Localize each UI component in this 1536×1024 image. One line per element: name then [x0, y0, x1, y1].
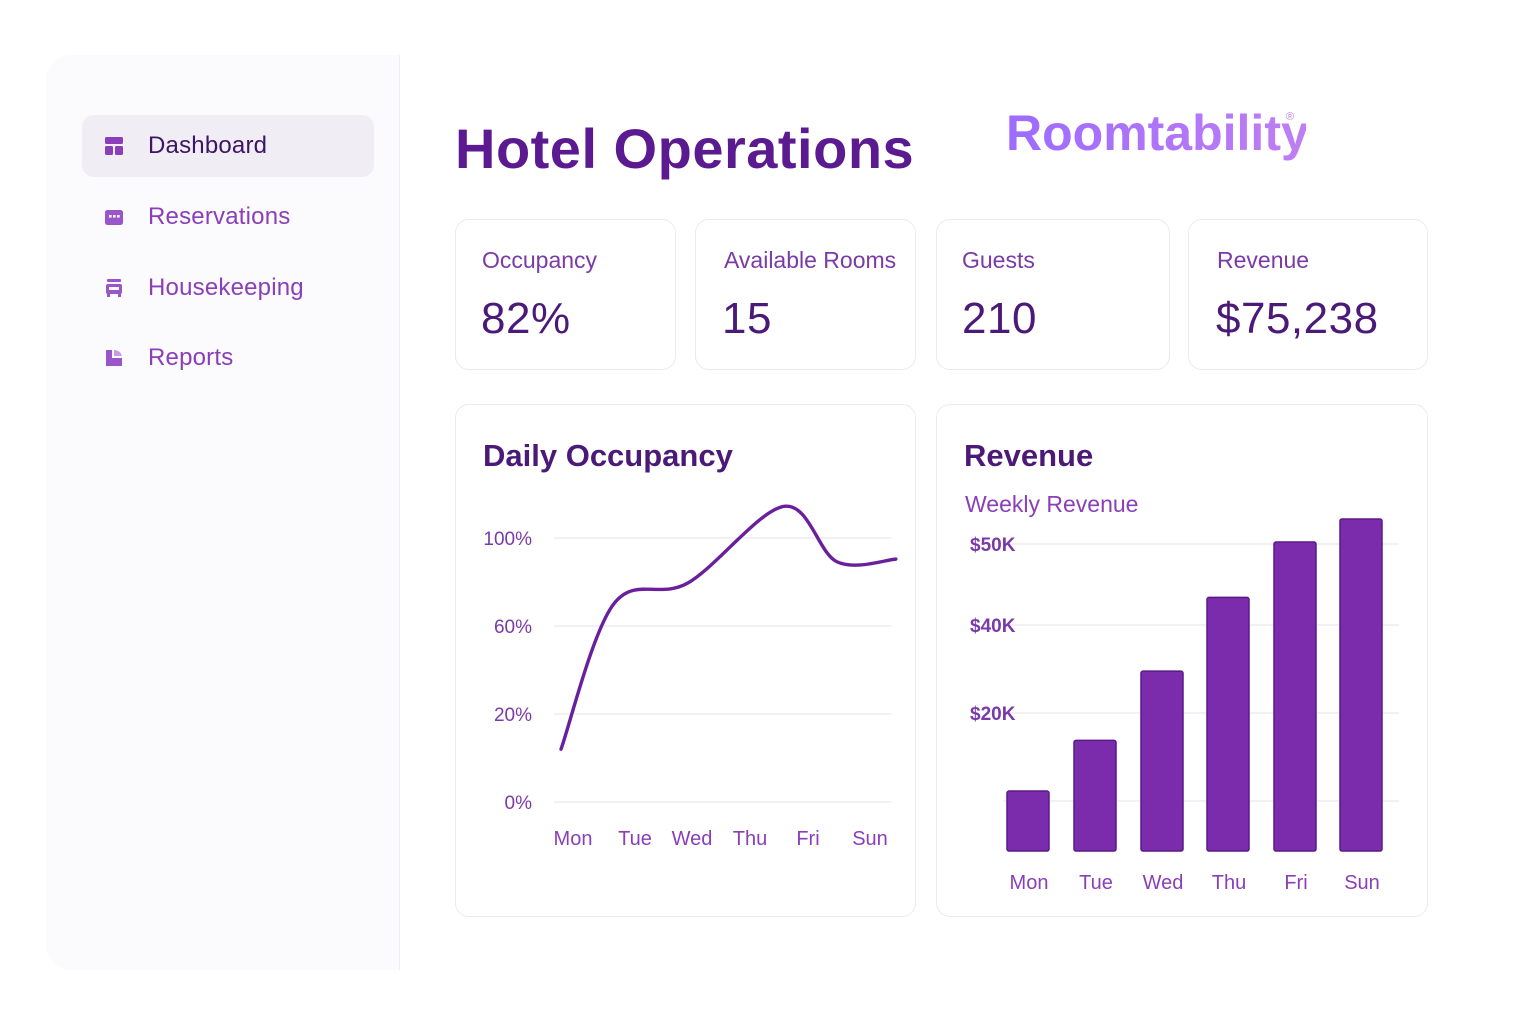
sidebar-item-reports[interactable]: Reports [82, 327, 374, 389]
x-tick-label: Wed [672, 828, 713, 850]
reports-icon [104, 348, 124, 368]
kpi-value: 82% [481, 294, 571, 343]
dashboard-icon [104, 136, 124, 156]
kpi-card-occupancy: Occupancy 82% [455, 219, 676, 370]
y-tick-label: 0% [505, 793, 533, 814]
y-tick-label: 100% [483, 529, 532, 550]
kpi-label: Occupancy [482, 247, 598, 273]
x-tick-label: Mon [554, 828, 593, 850]
x-tick-label: Thu [733, 828, 767, 850]
sidebar-item-label: Reports [148, 344, 234, 371]
sidebar-item-label: Housekeeping [148, 274, 304, 301]
housekeeping-icon [104, 278, 124, 298]
sidebar-item-label: Dashboard [148, 132, 268, 159]
y-tick-label: $50K [970, 535, 1016, 556]
kpi-card-revenue: Revenue $75,238 [1188, 219, 1428, 370]
kpi-value: 15 [722, 294, 772, 343]
x-tick-label: Thu [1212, 872, 1246, 894]
revenue-bar [1273, 541, 1317, 852]
chart-title: Daily Occupancy [483, 438, 733, 473]
revenue-bar [1006, 790, 1050, 852]
brand-logo: Roomtability ® [1006, 105, 1306, 161]
y-tick-label: 20% [494, 705, 532, 726]
kpi-card-guests: Guests 210 [936, 219, 1170, 370]
logo-text: Roomtability [1006, 105, 1306, 161]
x-tick-label: Mon [1010, 872, 1049, 894]
x-tick-label: Tue [1079, 872, 1113, 894]
kpi-value: $75,238 [1216, 294, 1379, 343]
revenue-bar [1339, 518, 1383, 852]
logo-registered-mark: ® [1286, 111, 1294, 123]
kpi-label: Guests [962, 247, 1035, 273]
sidebar: Dashboard Reservations Housekeeping Repo… [46, 55, 400, 970]
page-title: Hotel Operations [455, 117, 915, 180]
daily-occupancy-chart: 100% 60% 20% 0% Mon Tue Wed Thu Fri Sun [483, 504, 898, 850]
y-tick-label: $40K [970, 616, 1016, 637]
weekly-revenue-chart: $50K $40K $20K Mon Tue Wed Thu Fri Sun [970, 518, 1399, 894]
kpi-label: Available Rooms [724, 247, 897, 273]
x-tick-label: Tue [618, 828, 652, 850]
kpi-label: Revenue [1217, 247, 1310, 273]
x-tick-label: Sun [852, 828, 888, 850]
x-tick-label: Wed [1143, 872, 1184, 894]
x-tick-label: Fri [1284, 872, 1307, 894]
x-tick-label: Sun [1344, 872, 1380, 894]
sidebar-item-reservations[interactable]: Reservations [82, 186, 374, 248]
sidebar-item-housekeeping[interactable]: Housekeeping [82, 257, 374, 319]
kpi-card-available-rooms: Available Rooms 15 [695, 219, 916, 370]
kpi-value: 210 [962, 294, 1037, 343]
chart-title: Revenue [964, 438, 1094, 473]
revenue-bar [1206, 596, 1250, 852]
revenue-bar [1140, 670, 1184, 852]
occupancy-line [559, 504, 898, 751]
y-tick-label: $20K [970, 704, 1016, 725]
chart-subtitle: Weekly Revenue [965, 491, 1139, 517]
revenue-bar [1073, 739, 1117, 852]
reservations-icon [104, 207, 124, 227]
x-tick-label: Fri [796, 828, 819, 850]
sidebar-item-label: Reservations [148, 203, 291, 230]
y-tick-label: 60% [494, 617, 532, 638]
revenue-card: Revenue Weekly Revenue $50K $40K $20K Mon Tu… [936, 404, 1428, 917]
daily-occupancy-card: Daily Occupancy 100% 60% 20% 0% Mon Tue Wed Thu… [455, 404, 916, 917]
sidebar-item-dashboard[interactable]: Dashboard [82, 115, 374, 177]
